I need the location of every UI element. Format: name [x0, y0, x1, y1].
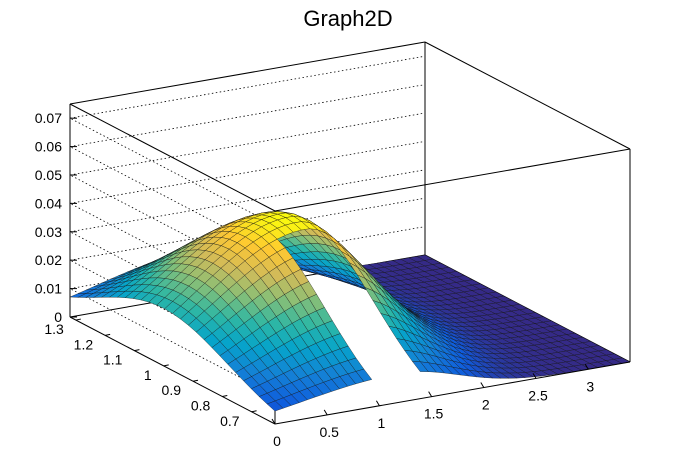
frame-edge — [274, 148, 631, 212]
z-tick-label: 0.02 — [35, 252, 62, 268]
z-gridline — [69, 231, 276, 340]
x-tick-label: 2 — [482, 397, 490, 413]
y-tick-label: 0.8 — [191, 397, 211, 413]
z-gridline — [69, 112, 426, 176]
x-tick-label: 1 — [378, 415, 386, 431]
z-tick-label: 0.04 — [35, 195, 62, 211]
z-tick-label: 0.07 — [35, 110, 62, 126]
frame-edge — [274, 361, 631, 425]
x-tick-label: 3 — [586, 378, 594, 394]
z-gridline — [69, 146, 276, 254]
z-tick-label: 0.03 — [35, 224, 62, 240]
z-gridline — [69, 141, 426, 204]
frame-edge — [69, 41, 426, 105]
z-gridline — [69, 84, 426, 147]
x-tick — [584, 364, 589, 370]
frame-edge — [424, 41, 631, 150]
chart-title: Graph2D — [303, 6, 392, 31]
x-tick — [480, 382, 485, 388]
x-tick-label: 0 — [273, 433, 281, 449]
z-tick-label: 0 — [54, 309, 62, 325]
y-tick-label: 1.1 — [103, 352, 123, 368]
y-tick — [75, 318, 81, 321]
y-tick-label: 0.9 — [162, 382, 182, 398]
x-tick-label: 0.5 — [319, 424, 339, 440]
z-gridline — [69, 174, 276, 283]
frame-edge — [69, 316, 276, 425]
y-tick-label: 1.3 — [44, 321, 64, 337]
y-tick-label: 1 — [144, 367, 152, 383]
x-axis: 0 0.5 1 1.5 2 2.5 3 — [271, 364, 594, 449]
z-tick-label: 0.05 — [35, 167, 62, 183]
z-gridline — [69, 288, 276, 396]
surface-mesh — [69, 211, 631, 412]
z-gridline — [69, 259, 276, 368]
frame-edge — [69, 103, 276, 212]
x-tick — [271, 418, 276, 425]
x-tick — [323, 409, 328, 416]
y-tick-label: 0.7 — [220, 413, 240, 429]
y-tick — [163, 364, 169, 367]
z-gridline — [69, 117, 276, 226]
front-frame — [69, 316, 631, 425]
z-axis: 0 0.01 0.02 0.03 0.04 0.05 0.06 0.07 — [35, 104, 77, 325]
surface-cell — [266, 400, 284, 412]
z-gridline — [69, 55, 426, 119]
surface-cell — [411, 361, 429, 372]
z-gridline — [69, 203, 276, 311]
y-tick — [105, 333, 111, 336]
y-tick — [251, 410, 257, 413]
x-tick — [428, 391, 433, 397]
x-tick — [532, 373, 537, 379]
x-tick — [375, 400, 380, 407]
z-tick-label: 0.06 — [35, 139, 62, 155]
y-tick — [134, 349, 140, 352]
y-axis: 0.7 0.8 0.9 1 1.1 1.2 1.3 — [44, 318, 257, 429]
z-tick-label: 0.01 — [35, 281, 62, 297]
z-gridline — [69, 169, 426, 233]
y-tick-label: 1.2 — [74, 336, 94, 352]
y-tick — [192, 379, 199, 382]
x-tick-label: 1.5 — [424, 406, 444, 422]
x-tick-label: 2.5 — [528, 387, 548, 403]
y-tick — [222, 394, 228, 397]
